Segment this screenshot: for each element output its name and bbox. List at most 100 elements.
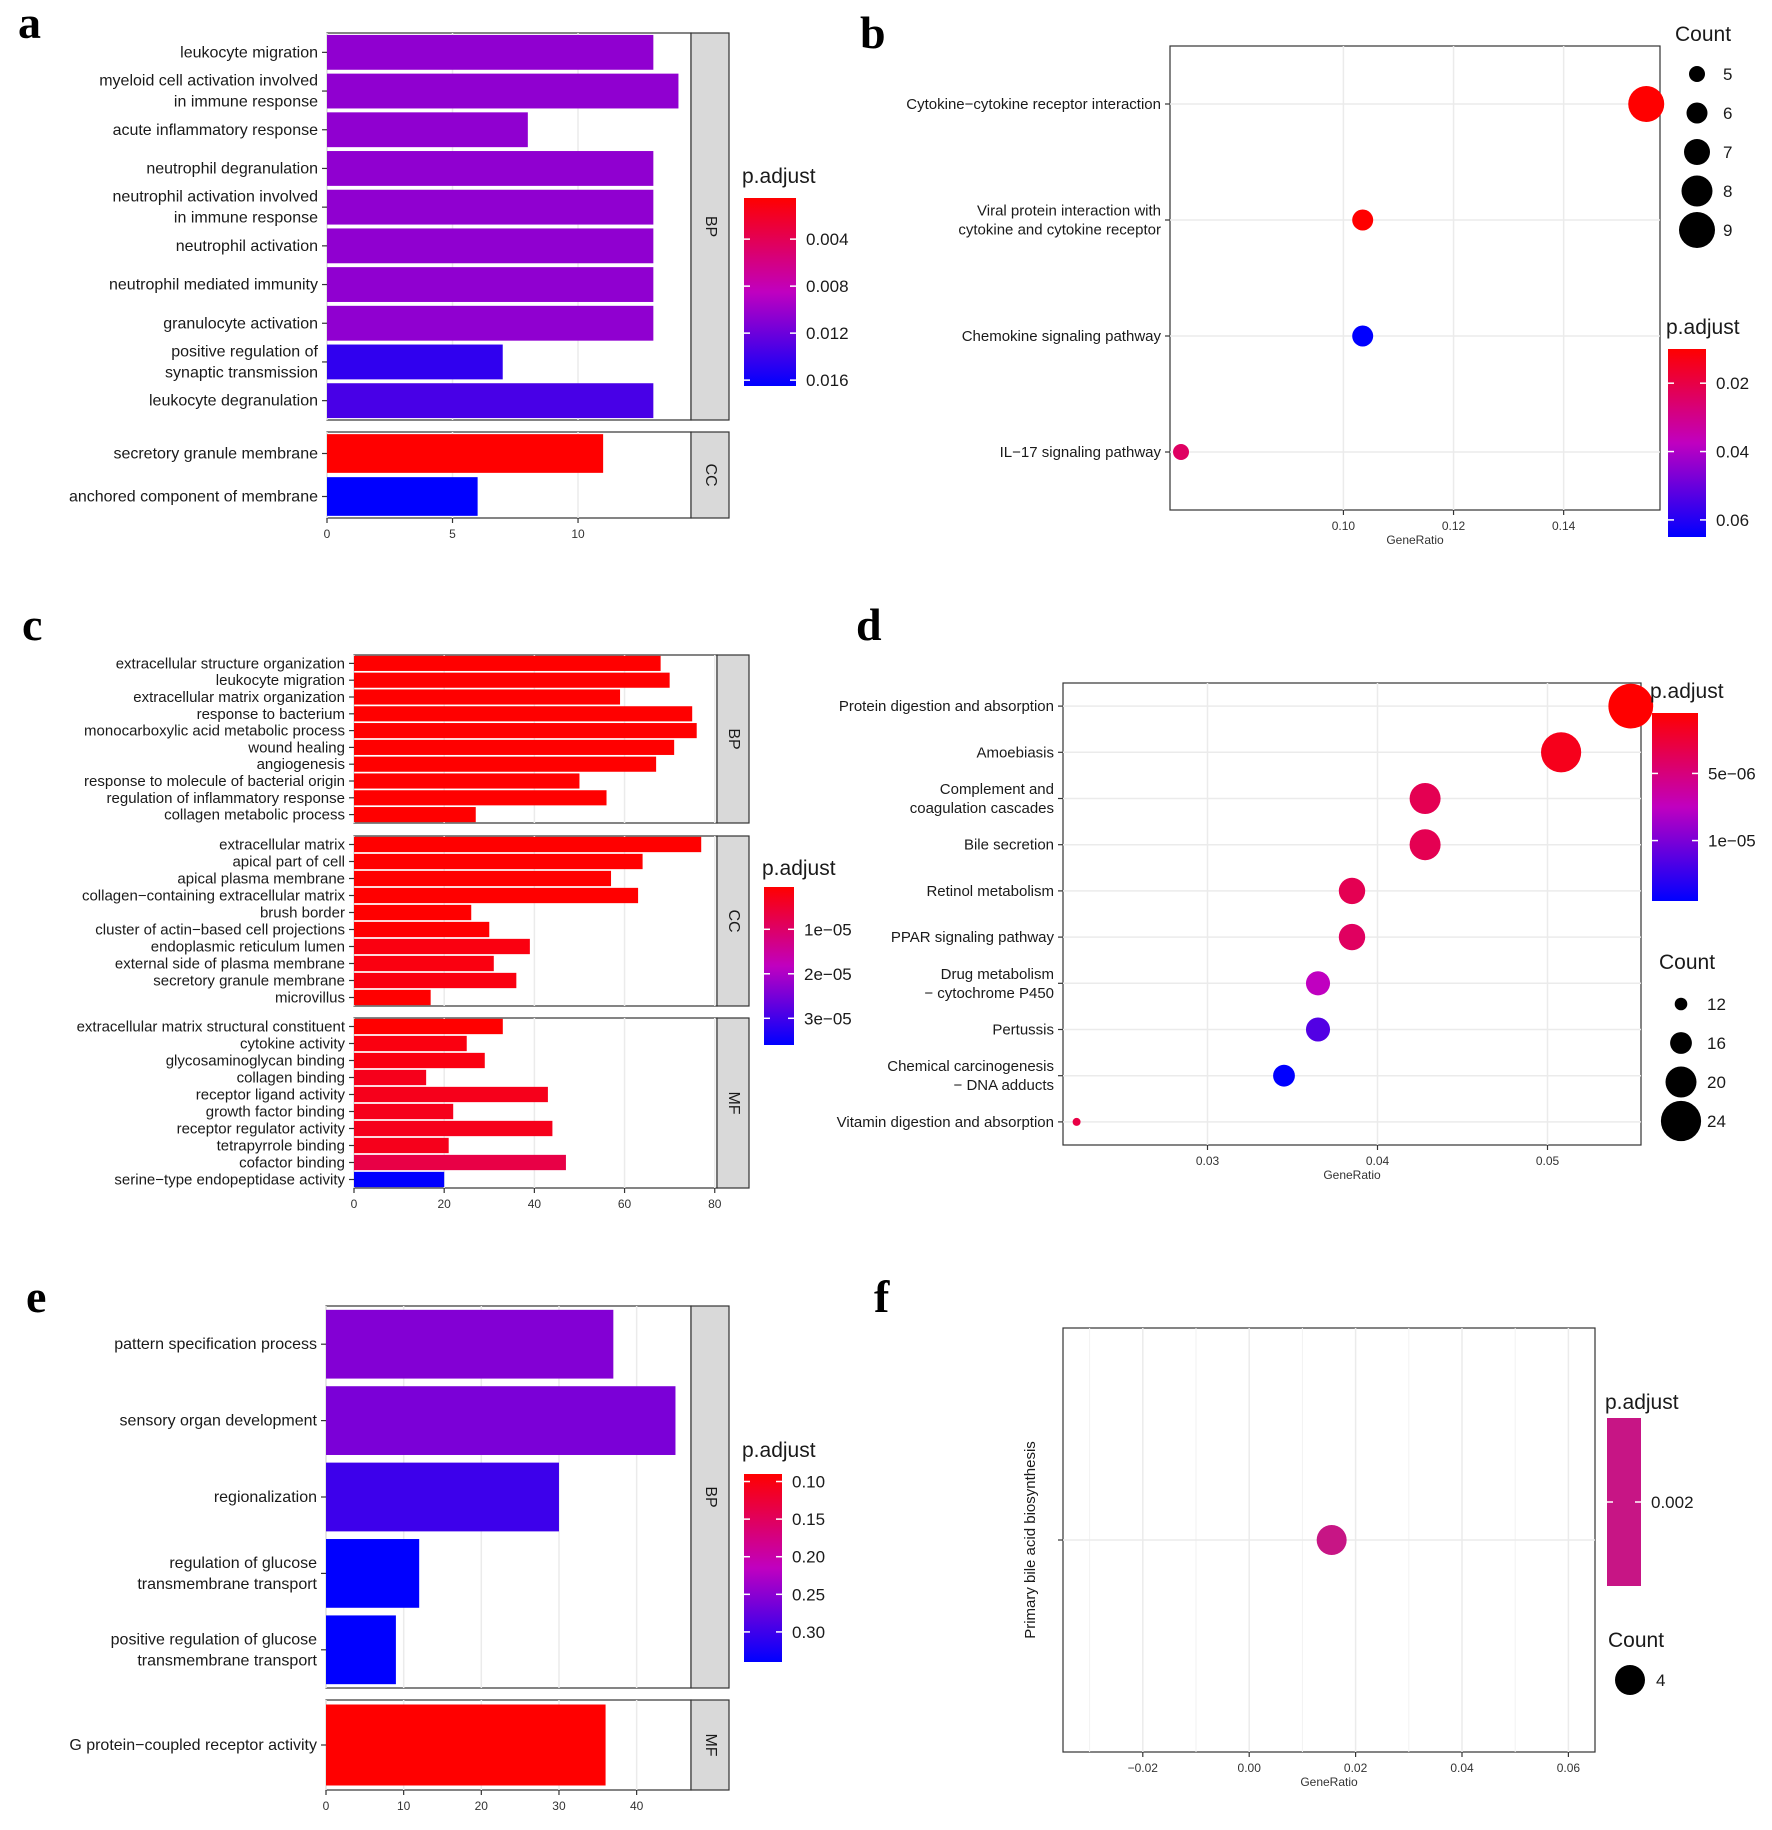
facet-label: CC [725,909,742,932]
colorbar [744,1474,782,1662]
legend-tick-label: 7 [1723,143,1732,162]
legend-title: p.adjust [742,165,816,188]
y-tick-label: coagulation cascades [910,800,1054,817]
bar [354,1052,485,1069]
x-tick-label: 30 [552,1799,566,1813]
x-tick-label: 20 [475,1799,489,1813]
data-point [1305,971,1331,996]
x-tick-label: 40 [528,1197,542,1211]
x-tick-label: −0.02 [1128,1761,1159,1775]
bar [354,723,697,739]
data-point [1273,1064,1295,1087]
bar [327,112,528,148]
y-axis-title: Primary bile acid biosynthesis [1022,1441,1039,1639]
data-point [1072,1117,1081,1126]
bar [354,1120,553,1137]
facet-strip [690,32,730,421]
data-point [1338,877,1366,905]
bar [327,383,654,419]
bar [354,773,580,789]
size-key [1674,997,1688,1011]
y-tick-label: tetrapyrrole binding [217,1138,345,1155]
facet-label: CC [702,463,719,486]
y-tick-label: apical plasma membrane [177,871,345,888]
bar [354,1069,427,1086]
y-tick-label: − DNA adducts [954,1077,1054,1094]
y-tick-label: extracellular structure organization [116,655,345,672]
y-tick-label: receptor regulator activity [177,1121,346,1138]
bar [327,267,654,302]
panel-label-b: b [860,7,886,58]
bar [327,477,478,516]
y-tick-label: growth factor binding [206,1104,345,1121]
data-point [1409,829,1441,861]
x-tick-label: 0.14 [1552,519,1576,533]
y-tick-label: monocarboxylic acid metabolic process [84,723,345,740]
chart-c: BP extracellular structure organizationle… [77,654,852,1211]
bar [354,807,476,823]
y-tick-label: Viral protein interaction with [977,203,1161,220]
y-tick-label: regulation of glucose [169,1555,317,1572]
x-axis-title: GeneRatio [1386,533,1444,547]
bar [326,1462,559,1532]
legend-tick-label: 5e−06 [1708,764,1756,783]
y-tick-label: in immune response [174,94,318,111]
x-tick-label: 0 [323,1799,330,1813]
colorbar [744,198,796,386]
legend-tick-label: 0.004 [806,230,849,249]
x-tick-label: 5 [449,527,456,541]
y-tick-label: secretory granule membrane [113,446,318,463]
bar [354,1137,449,1154]
x-tick-label: 0.00 [1238,1761,1262,1775]
legend-tick-label: 2e−05 [804,965,852,984]
size-key [1615,1665,1645,1695]
facet-strip [716,654,750,824]
bar [354,972,517,989]
legend-tick-label: 0.20 [792,1548,825,1567]
colorbar [1652,713,1698,901]
facet-label: MF [725,1091,742,1114]
y-tick-label: cofactor binding [239,1155,345,1172]
legend-tick-label: 20 [1707,1073,1726,1092]
y-tick-label: brush border [260,905,345,922]
y-tick-label: collagen−containing extracellular matrix [82,888,346,905]
y-tick-label: transmembrane transport [137,1652,317,1669]
y-tick-label: collagen metabolic process [164,807,345,824]
bar [326,1539,420,1608]
bar [327,34,654,70]
legend-tick-label: 3e−05 [804,1009,852,1028]
y-tick-label: Amoebiasis [976,744,1054,761]
x-tick-label: 0.04 [1450,1761,1474,1775]
size-key [1684,139,1710,165]
y-tick-label: Chemokine signaling pathway [962,328,1162,345]
bar [326,1309,614,1379]
legend-tick-label: 0.008 [806,277,849,296]
legend-title: Count [1659,951,1715,974]
legend-title: p.adjust [1605,1391,1679,1414]
y-tick-label: external side of plasma membrane [115,956,345,973]
y-tick-label: Drug metabolism [941,966,1054,983]
legend-tick-label: 0.30 [792,1623,825,1642]
bar [354,989,431,1006]
legend-title: p.adjust [742,1439,816,1462]
x-axis-title: GeneRatio [1323,1168,1381,1182]
facet-strip [690,1305,730,1689]
x-tick-label: 0.03 [1196,1154,1220,1168]
bar [326,1386,676,1455]
y-tick-label: collagen binding [237,1070,345,1087]
y-tick-label: in immune response [174,210,318,227]
bar [354,655,661,671]
y-tick-label: neutrophil activation [176,238,318,255]
y-tick-label: regulation of inflammatory response [107,790,345,807]
legend-tick-label: 0.012 [806,324,849,343]
y-tick-label: cytokine activity [240,1036,346,1053]
legend-tick-label: 1e−05 [804,920,852,939]
size-key [1665,1066,1697,1098]
data-point [1608,683,1654,729]
size-key [1670,1032,1692,1054]
legend-tick-label: 0.002 [1651,1493,1694,1512]
facet-strip [716,835,750,1007]
x-tick-label: 10 [397,1799,411,1813]
x-axis-title: GeneRatio [1300,1775,1358,1789]
